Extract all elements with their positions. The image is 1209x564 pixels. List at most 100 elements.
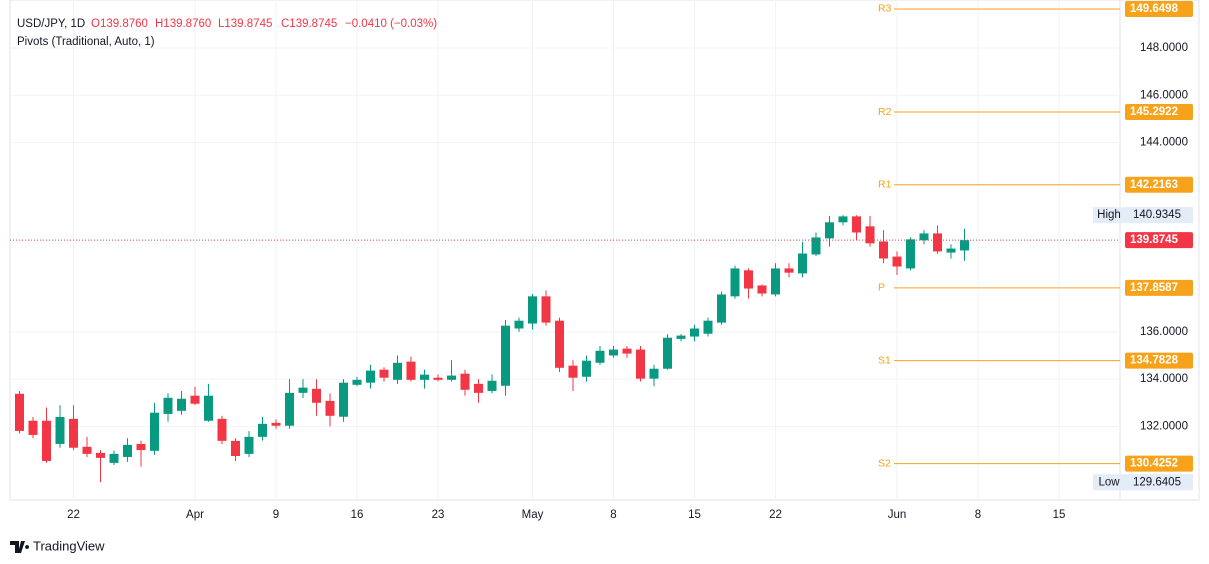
candle-body <box>825 222 834 239</box>
candle-body <box>960 240 969 251</box>
y-tick-label: 148.0000 <box>1140 42 1188 54</box>
candle-body <box>177 398 186 411</box>
candle-body <box>204 395 213 421</box>
pivot-price-box <box>1125 104 1193 121</box>
pivot-name: R2 <box>878 106 892 118</box>
ohlc-high: H139.8760 <box>155 18 211 30</box>
candle-body <box>811 237 821 255</box>
candle-body <box>42 420 51 461</box>
candle-body <box>82 446 92 454</box>
candle-body <box>528 296 537 324</box>
x-tick-label: Apr <box>186 509 204 521</box>
candle-body <box>352 379 362 385</box>
x-tick-label: 9 <box>273 509 279 521</box>
candle-body <box>325 400 335 416</box>
candle-body <box>285 392 294 426</box>
candle-body <box>406 361 416 380</box>
candle-body <box>460 373 470 390</box>
pivot-price-box <box>1125 176 1193 193</box>
candle-body <box>946 248 956 253</box>
y-tick-label: 144.0000 <box>1140 137 1188 149</box>
candle-body <box>933 233 942 252</box>
x-tick-label: 23 <box>432 509 445 521</box>
pivot-price-box <box>1125 0 1193 17</box>
ohlc-open: O139.8760 <box>91 18 148 30</box>
x-tick-label: 16 <box>351 509 364 521</box>
candle-body <box>366 370 375 383</box>
candle-body <box>865 226 875 244</box>
candle-body <box>582 360 591 377</box>
high_marker-name-box <box>1093 207 1126 224</box>
y-tick-label: 134.0000 <box>1140 373 1188 385</box>
pivot-name: R1 <box>878 179 892 191</box>
candle-body <box>730 268 740 297</box>
low_marker-name: Low <box>1098 476 1120 488</box>
pivot-price-label: 142.2163 <box>1130 179 1178 191</box>
pivot-price-box <box>1125 455 1193 472</box>
candle-body <box>717 294 726 323</box>
candle-body <box>487 380 497 391</box>
high_marker-value-box <box>1126 207 1193 224</box>
brand-name: TradingView <box>33 538 105 553</box>
candle-body <box>190 395 200 404</box>
y-tick-label: 146.0000 <box>1140 89 1188 101</box>
candle-body <box>447 375 456 380</box>
candle-body <box>28 420 38 435</box>
candle-body <box>312 388 321 403</box>
candle-body <box>339 382 348 417</box>
candle-body <box>15 393 24 431</box>
indicator-label: Pivots (Traditional, Auto, 1) <box>17 36 155 48</box>
pivot-price-label: 130.4252 <box>1130 458 1178 470</box>
last-price-label: 139.8745 <box>1130 234 1179 246</box>
candle-body <box>555 320 564 368</box>
y-tick-label: 132.0000 <box>1140 420 1188 432</box>
candle-body <box>433 377 443 380</box>
candle-body <box>55 416 65 444</box>
ohlc-close: C139.8745 <box>281 18 337 30</box>
candle-body <box>757 285 767 294</box>
candle-body <box>217 418 227 441</box>
candle-body <box>690 328 699 337</box>
candle-body <box>150 412 159 451</box>
pivot-price-box <box>1125 352 1193 369</box>
candle-body <box>838 216 848 223</box>
chart-frame <box>9 0 1200 501</box>
candle-body <box>568 365 578 378</box>
candle-body <box>595 350 605 363</box>
candle-body <box>258 423 267 437</box>
brand-logo <box>10 541 30 553</box>
x-tick-label: Jun <box>888 509 907 521</box>
candle-body <box>69 418 78 448</box>
x-tick-label: 22 <box>769 509 782 521</box>
x-tick-label: 15 <box>1053 509 1066 521</box>
pivot-price-label: 145.2922 <box>1130 106 1178 118</box>
candle-body <box>744 270 753 289</box>
candle-body <box>271 422 281 426</box>
brand: TradingView <box>10 538 105 553</box>
pivot-price-label: 134.7828 <box>1130 355 1179 367</box>
candle-body <box>663 337 672 369</box>
pivot-price-label: 149.6498 <box>1130 3 1179 15</box>
candle-body <box>136 443 146 451</box>
pivot-name: P <box>878 282 885 294</box>
low_marker-name-box <box>1093 474 1126 491</box>
low_marker-value-box <box>1126 474 1193 491</box>
candle-body <box>231 440 240 457</box>
candle-body <box>906 239 915 269</box>
candle-body <box>892 256 902 267</box>
candle-body <box>393 362 402 380</box>
high_marker-name: High <box>1097 209 1121 221</box>
pivot-price-label: 137.8587 <box>1130 282 1178 294</box>
x-tick-label: 8 <box>610 509 616 521</box>
candle-body <box>622 348 632 354</box>
x-tick-label: May <box>522 509 544 521</box>
candle-body <box>879 241 888 259</box>
candle-body <box>541 296 551 323</box>
last-price-box <box>1125 232 1193 249</box>
pivot-name: S1 <box>878 354 891 366</box>
candle-body <box>514 320 524 329</box>
candle-body <box>244 436 254 454</box>
legend: USD/JPY, 1D O139.8760 H139.8760 L139.874… <box>17 18 437 48</box>
candle-body <box>771 268 780 295</box>
